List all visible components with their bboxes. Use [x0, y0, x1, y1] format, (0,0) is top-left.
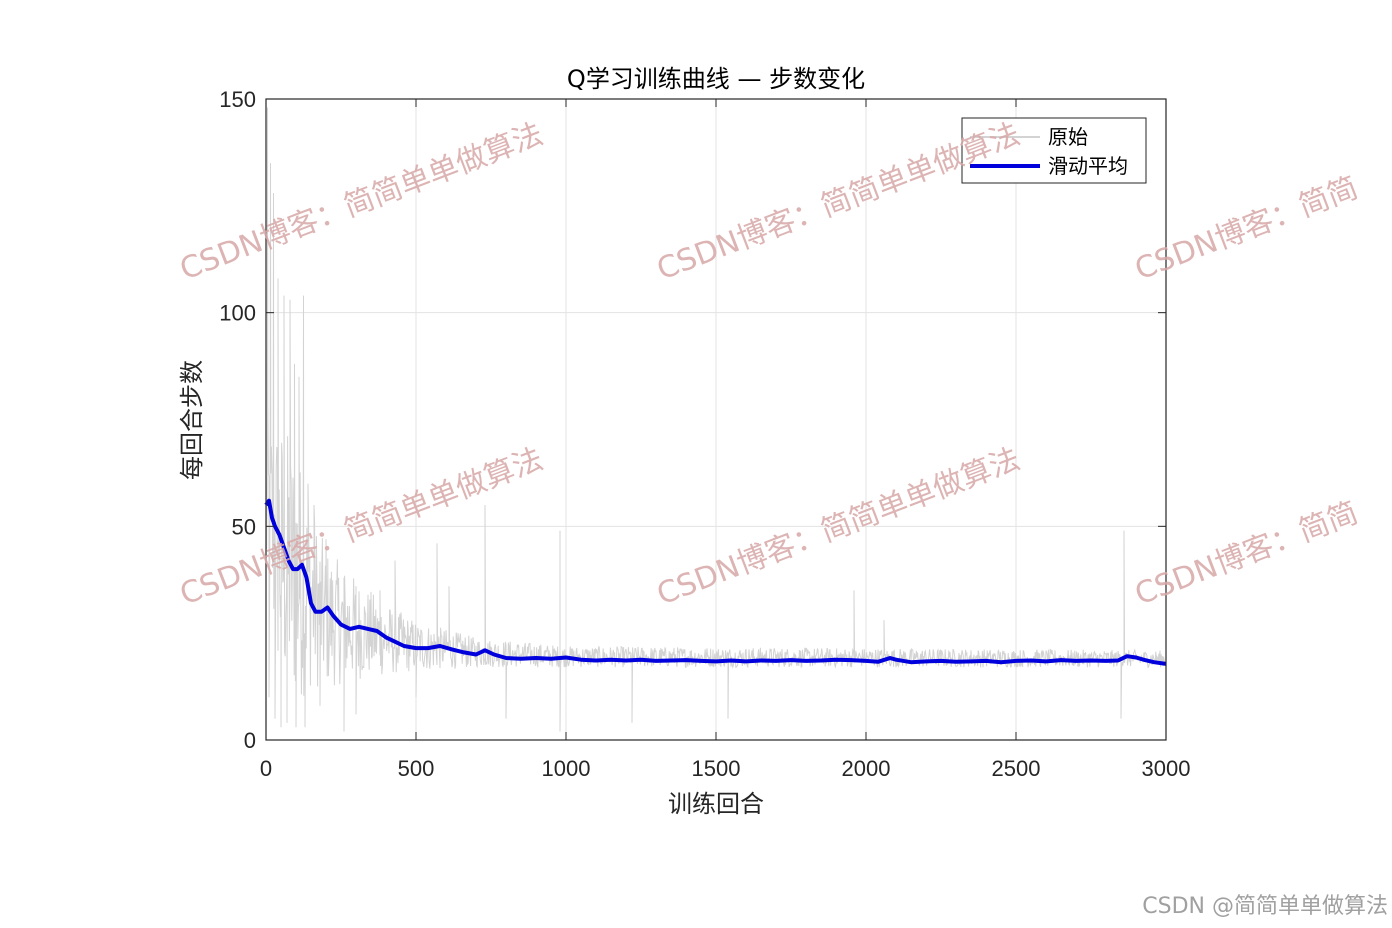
x-tick-label: 2000 [842, 756, 891, 781]
y-axis-title: 每回合步数 [178, 360, 206, 480]
y-tick-label: 50 [232, 514, 256, 539]
raw-series-line [265, 107, 1167, 732]
grid-lines [266, 99, 1166, 740]
x-tick-labels: 0 500 1000 1500 2000 2500 3000 [260, 756, 1191, 781]
chart-title: Q学习训练曲线 — 步数变化 [567, 65, 865, 93]
y-tick-label: 0 [244, 728, 256, 753]
raw-series [265, 107, 1167, 732]
legend: 原始 滑动平均 [961, 117, 1147, 184]
x-tick-label: 1500 [692, 756, 741, 781]
legend-box [961, 117, 1147, 184]
legend-raw-label: 原始 [1048, 125, 1088, 149]
x-tick-label: 500 [398, 756, 435, 781]
x-tick-label: 1000 [542, 756, 591, 781]
y-tick-labels: 0 50 100 150 [219, 87, 256, 753]
csdn-credit: CSDN @简简单单做算法 [1142, 894, 1388, 919]
y-tick-label: 100 [219, 301, 256, 326]
moving-average-series [264, 498, 1167, 666]
x-tick-label: 0 [260, 756, 272, 781]
y-tick-label: 150 [219, 87, 256, 112]
legend-avg-label: 滑动平均 [1048, 154, 1128, 178]
moving-average-line [264, 498, 1167, 666]
x-axis-title: 训练回合 [668, 790, 764, 818]
axis-ticks [265, 98, 1167, 741]
x-tick-label: 3000 [1142, 756, 1191, 781]
x-tick-label: 2500 [992, 756, 1041, 781]
